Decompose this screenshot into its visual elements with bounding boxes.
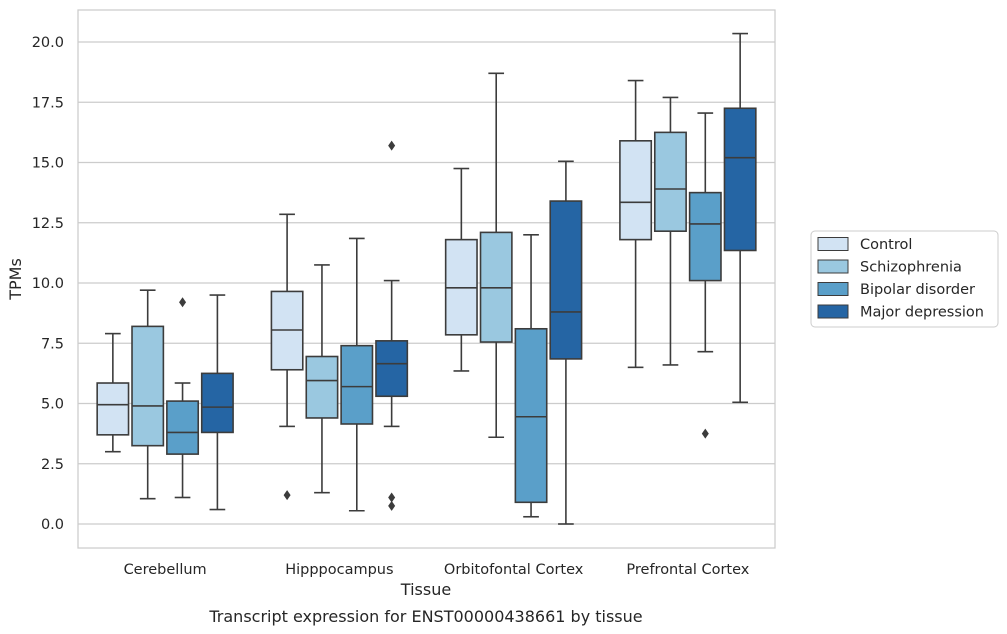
box-groups xyxy=(96,32,757,525)
box xyxy=(200,294,234,511)
legend-swatch xyxy=(817,259,849,274)
legend-swatch xyxy=(817,282,849,296)
outlier-point xyxy=(701,428,709,439)
y-tick-label: 7.5 xyxy=(41,336,64,352)
box xyxy=(340,237,374,512)
outlier-point xyxy=(388,500,396,511)
box-body xyxy=(305,355,339,419)
x-tick-label: Orbitofontal Cortex xyxy=(444,562,584,578)
y-tick-labels: 0.0 2.5 5.0 7.5 10.0 12.5 15.0 17.5 20.0 xyxy=(32,35,64,533)
legend-label: Control xyxy=(860,237,912,253)
x-tick-label: Hipppocampus xyxy=(285,562,393,578)
box xyxy=(479,72,513,439)
box xyxy=(549,160,583,525)
box xyxy=(444,167,478,372)
legend-swatch xyxy=(817,237,849,251)
y-tick-label: 10.0 xyxy=(32,276,64,292)
x-axis-title: Tissue xyxy=(400,580,451,599)
box xyxy=(514,234,548,518)
legend-swatch xyxy=(817,304,849,319)
box-body xyxy=(549,200,583,360)
box xyxy=(688,112,722,439)
box xyxy=(653,96,687,366)
box xyxy=(619,79,653,369)
outlier-point xyxy=(388,140,396,151)
y-tick-label: 17.5 xyxy=(32,95,64,111)
legend-label: Bipolar disorder xyxy=(860,282,975,298)
box-body xyxy=(723,107,757,252)
box xyxy=(96,332,130,453)
legend-frame xyxy=(810,230,999,328)
y-tick-label: 12.5 xyxy=(32,216,64,232)
x-tick-label: Prefrontal Cortex xyxy=(626,562,749,578)
box-body xyxy=(131,325,165,447)
box xyxy=(305,264,339,494)
outlier-point xyxy=(179,297,187,308)
outlier-point xyxy=(283,490,291,501)
x-tick-label: Cerebellum xyxy=(124,562,207,578)
y-tick-label: 5.0 xyxy=(41,397,64,413)
chart-caption: Transcript expression for ENST0000043866… xyxy=(208,607,642,626)
y-tick-label: 2.5 xyxy=(41,457,64,473)
plot-frame xyxy=(77,9,776,549)
box-body xyxy=(375,340,409,398)
y-tick-label: 20.0 xyxy=(32,35,64,51)
legend: Control Schizophrenia Bipolar disorder Majo… xyxy=(810,230,999,328)
box xyxy=(166,297,200,499)
box-body xyxy=(96,382,130,436)
box xyxy=(375,140,409,511)
box-body xyxy=(688,191,722,282)
box-body xyxy=(200,372,234,434)
box xyxy=(723,32,757,404)
box-body xyxy=(653,131,687,232)
x-tick-labels: Cerebellum Hipppocampus Orbitofontal Corte… xyxy=(124,562,750,578)
y-axis-title: TPMs xyxy=(6,258,25,301)
box-body xyxy=(340,344,374,425)
legend-label: Major depression xyxy=(860,305,984,321)
box-body xyxy=(514,327,548,504)
box-body xyxy=(619,140,653,241)
y-tick-label: 0.0 xyxy=(41,517,64,533)
outlier-point xyxy=(388,492,396,503)
box-body xyxy=(166,400,200,455)
y-tick-label: 15.0 xyxy=(32,156,64,172)
legend-label: Schizophrenia xyxy=(860,260,962,276)
box xyxy=(270,213,304,501)
box xyxy=(131,289,165,500)
